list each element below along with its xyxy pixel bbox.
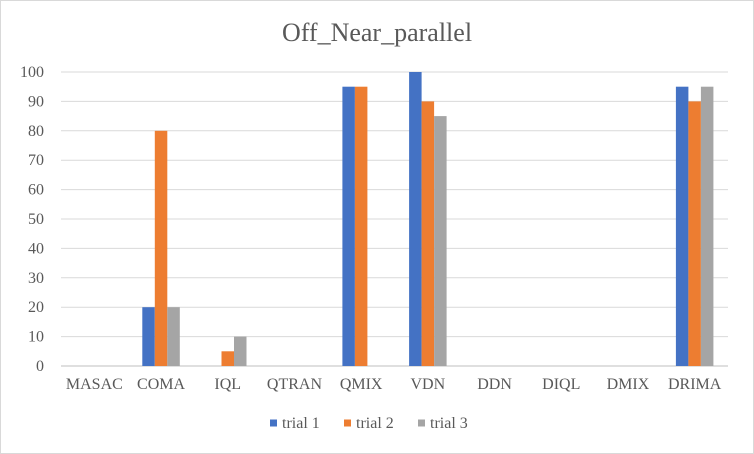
bar-trial-1-drima — [675, 86, 689, 366]
bar-trial-3-vdn — [434, 116, 447, 366]
legend: trial 1 trial 2 trial 3 — [270, 415, 468, 432]
legend-label: trial 3 — [430, 415, 468, 432]
legend-swatch — [344, 419, 351, 427]
x-tick-label: DDN — [477, 376, 512, 393]
y-tick-label: 50 — [28, 211, 44, 228]
y-tick-label: 90 — [28, 93, 44, 110]
bar-trial-3-iql — [234, 336, 247, 366]
y-tick-label: 0 — [36, 358, 44, 375]
bar-trial-2-drima — [688, 101, 701, 367]
y-tick-label: 100 — [20, 64, 44, 81]
x-tick-label: COMA — [137, 376, 185, 393]
x-tick-label: QTRAN — [267, 376, 323, 393]
y-tick-label: 80 — [28, 123, 44, 140]
x-tick-label: IQL — [214, 376, 241, 393]
x-tick-label: QMIX — [340, 376, 383, 393]
y-tick-label: 30 — [28, 270, 44, 287]
chart-title: Off_Near_parallel — [282, 18, 472, 47]
bar-trial-3-coma — [167, 307, 180, 366]
legend-label: trial 2 — [356, 415, 394, 432]
bar-trial-2-iql — [221, 351, 234, 366]
y-tick-label: 10 — [28, 329, 44, 346]
bar-trial-1-vdn — [409, 72, 422, 366]
legend-swatch — [418, 419, 425, 427]
legend-swatch — [270, 419, 277, 427]
x-tick-label: VDN — [411, 376, 446, 393]
y-axis-ticks: 0 10 20 30 40 50 60 70 80 90 100 — [20, 64, 44, 375]
y-tick-label: 40 — [28, 240, 44, 257]
x-axis-ticks: MASAC COMA IQL QTRAN QMIX VDN DDN DIQL DMIX DRIMA — [66, 376, 722, 393]
x-tick-label: DIQL — [542, 376, 580, 393]
bar-trial-2-vdn — [421, 101, 435, 367]
bar-trial-3-drima — [700, 86, 714, 366]
y-tick-label: 60 — [28, 182, 44, 199]
x-tick-label: DRIMA — [668, 376, 722, 393]
x-tick-label: DMIX — [607, 376, 650, 393]
legend-label: trial 1 — [282, 415, 320, 432]
y-tick-label: 70 — [28, 152, 44, 169]
bars — [142, 72, 714, 367]
bar-trial-1-qmix — [342, 86, 355, 366]
x-tick-label: MASAC — [66, 376, 123, 393]
bar-trial-1-coma — [142, 307, 155, 366]
y-tick-label: 20 — [28, 299, 44, 316]
bar-trial-2-qmix — [354, 86, 368, 366]
bar-trial-2-coma — [154, 130, 168, 366]
